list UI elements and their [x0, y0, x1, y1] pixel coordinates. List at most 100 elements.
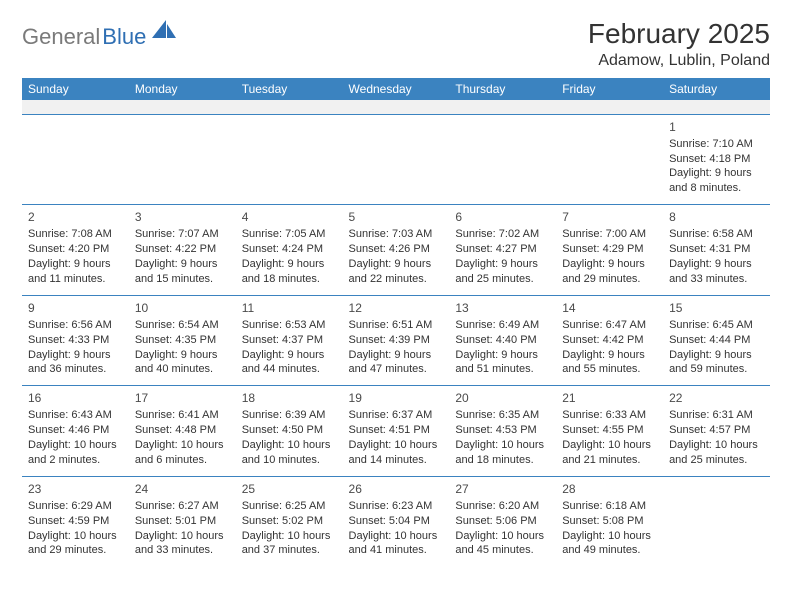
daylight-text: Daylight: 9 hours: [669, 348, 764, 363]
daylight-text: Daylight: 10 hours: [28, 529, 123, 544]
calendar-cell: [449, 114, 556, 205]
daylight-text: and 29 minutes.: [28, 543, 123, 558]
calendar-cell: 28Sunrise: 6:18 AMSunset: 5:08 PMDayligh…: [556, 476, 663, 566]
sunrise-text: Sunrise: 7:10 AM: [669, 137, 764, 152]
brand-text-gray: General: [22, 24, 100, 50]
calendar-cell: 16Sunrise: 6:43 AMSunset: 4:46 PMDayligh…: [22, 386, 129, 477]
calendar-cell: 11Sunrise: 6:53 AMSunset: 4:37 PMDayligh…: [236, 295, 343, 386]
day-number: 13: [455, 300, 550, 316]
sunrise-text: Sunrise: 7:05 AM: [242, 227, 337, 242]
page: GeneralBlue February 2025 Adamow, Lublin…: [0, 0, 792, 576]
sunset-text: Sunset: 5:04 PM: [349, 514, 444, 529]
calendar-week: 23Sunrise: 6:29 AMSunset: 4:59 PMDayligh…: [22, 476, 770, 566]
calendar-cell: 12Sunrise: 6:51 AMSunset: 4:39 PMDayligh…: [343, 295, 450, 386]
sunrise-text: Sunrise: 6:31 AM: [669, 408, 764, 423]
sunset-text: Sunset: 4:31 PM: [669, 242, 764, 257]
calendar-cell: 20 Sunrise: 6:35 AMSunset: 4:53 PMDayligh…: [449, 386, 556, 477]
sunset-text: Sunset: 4:24 PM: [242, 242, 337, 257]
day-number: 21: [562, 390, 657, 406]
calendar-cell: 17Sunrise: 6:41 AMSunset: 4:48 PMDayligh…: [129, 386, 236, 477]
daylight-text: and 18 minutes.: [455, 453, 550, 468]
day-number: 17: [135, 390, 230, 406]
sunset-text: Sunset: 4:48 PM: [135, 423, 230, 438]
sunrise-text: Sunrise: 7:03 AM: [349, 227, 444, 242]
sunrise-text: Sunrise: 7:02 AM: [455, 227, 550, 242]
daylight-text: Daylight: 10 hours: [455, 438, 550, 453]
brand-text-blue: Blue: [102, 24, 146, 50]
daylight-text: and 10 minutes.: [242, 453, 337, 468]
calendar-cell: 22Sunrise: 6:31 AMSunset: 4:57 PMDayligh…: [663, 386, 770, 477]
sunrise-text: Sunrise: 6:45 AM: [669, 318, 764, 333]
sunrise-text: Sunrise: 6:25 AM: [242, 499, 337, 514]
day-number: 1: [669, 119, 764, 135]
day-number: 28: [562, 481, 657, 497]
daylight-text: and 36 minutes.: [28, 362, 123, 377]
daylight-text: and 11 minutes.: [28, 272, 123, 287]
daylight-text: and 2 minutes.: [28, 453, 123, 468]
day-number: 10: [135, 300, 230, 316]
calendar-cell: [22, 114, 129, 205]
daylight-text: and 22 minutes.: [349, 272, 444, 287]
daylight-text: and 55 minutes.: [562, 362, 657, 377]
calendar-cell: [556, 114, 663, 205]
day-number: 25: [242, 481, 337, 497]
calendar-cell: 21Sunrise: 6:33 AMSunset: 4:55 PMDayligh…: [556, 386, 663, 477]
calendar-cell: 2Sunrise: 7:08 AMSunset: 4:20 PMDaylight…: [22, 205, 129, 296]
day-number: 16: [28, 390, 123, 406]
sunrise-text: Sunrise: 6:35 AM: [455, 408, 550, 423]
sunrise-text: Sunrise: 6:43 AM: [28, 408, 123, 423]
daylight-text: and 33 minutes.: [135, 543, 230, 558]
daylight-text: and 15 minutes.: [135, 272, 230, 287]
sunrise-text: Sunrise: 6:37 AM: [349, 408, 444, 423]
daylight-text: Daylight: 10 hours: [455, 529, 550, 544]
daylight-text: Daylight: 9 hours: [242, 348, 337, 363]
calendar-cell: 6Sunrise: 7:02 AMSunset: 4:27 PMDaylight…: [449, 205, 556, 296]
daylight-text: and 21 minutes.: [562, 453, 657, 468]
day-number: 22: [669, 390, 764, 406]
daylight-text: and 29 minutes.: [562, 272, 657, 287]
calendar-cell: 7Sunrise: 7:00 AMSunset: 4:29 PMDaylight…: [556, 205, 663, 296]
day-number: 14: [562, 300, 657, 316]
sunrise-text: Sunrise: 6:53 AM: [242, 318, 337, 333]
daylight-text: Daylight: 9 hours: [135, 348, 230, 363]
daylight-text: and 33 minutes.: [669, 272, 764, 287]
daylight-text: Daylight: 9 hours: [562, 348, 657, 363]
daylight-text: Daylight: 9 hours: [349, 348, 444, 363]
day-number: 5: [349, 209, 444, 225]
sunset-text: Sunset: 4:53 PM: [455, 423, 550, 438]
sunrise-text: Sunrise: 6:23 AM: [349, 499, 444, 514]
sunrise-text: Sunrise: 6:20 AM: [455, 499, 550, 514]
daylight-text: Daylight: 9 hours: [455, 257, 550, 272]
calendar-cell: 14Sunrise: 6:47 AMSunset: 4:42 PMDayligh…: [556, 295, 663, 386]
daylight-text: Daylight: 10 hours: [669, 438, 764, 453]
calendar-cell: 4Sunrise: 7:05 AMSunset: 4:24 PMDaylight…: [236, 205, 343, 296]
daylight-text: Daylight: 9 hours: [669, 257, 764, 272]
sunrise-text: Sunrise: 6:56 AM: [28, 318, 123, 333]
calendar-cell: 23Sunrise: 6:29 AMSunset: 4:59 PMDayligh…: [22, 476, 129, 566]
daylight-text: Daylight: 9 hours: [562, 257, 657, 272]
daylight-text: and 41 minutes.: [349, 543, 444, 558]
sunset-text: Sunset: 5:06 PM: [455, 514, 550, 529]
day-number: 20: [455, 390, 550, 406]
day-number: 18: [242, 390, 337, 406]
calendar-cell: [663, 476, 770, 566]
sunrise-text: Sunrise: 6:58 AM: [669, 227, 764, 242]
day-number: 3: [135, 209, 230, 225]
daylight-text: and 40 minutes.: [135, 362, 230, 377]
header: GeneralBlue February 2025 Adamow, Lublin…: [22, 18, 770, 70]
day-header: Thursday: [449, 78, 556, 100]
sunrise-text: Sunrise: 6:54 AM: [135, 318, 230, 333]
daylight-text: and 47 minutes.: [349, 362, 444, 377]
sunset-text: Sunset: 4:22 PM: [135, 242, 230, 257]
calendar-week: 1Sunrise: 7:10 AMSunset: 4:18 PMDaylight…: [22, 114, 770, 205]
daylight-text: and 14 minutes.: [349, 453, 444, 468]
daylight-text: and 25 minutes.: [669, 453, 764, 468]
calendar-table: Sunday Monday Tuesday Wednesday Thursday…: [22, 78, 770, 566]
sunset-text: Sunset: 4:59 PM: [28, 514, 123, 529]
daylight-text: Daylight: 10 hours: [135, 438, 230, 453]
day-number: 12: [349, 300, 444, 316]
daylight-text: and 59 minutes.: [669, 362, 764, 377]
daylight-text: Daylight: 9 hours: [242, 257, 337, 272]
daylight-text: Daylight: 9 hours: [28, 348, 123, 363]
day-number: 27: [455, 481, 550, 497]
